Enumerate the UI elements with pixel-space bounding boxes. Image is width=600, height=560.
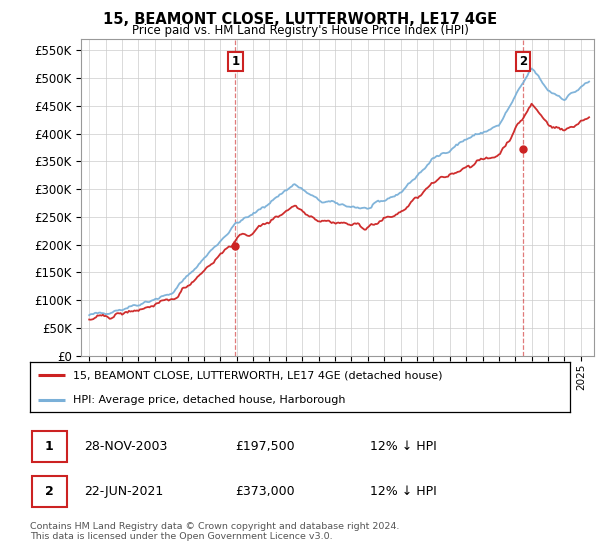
Text: £373,000: £373,000	[235, 485, 295, 498]
Text: This data is licensed under the Open Government Licence v3.0.: This data is licensed under the Open Gov…	[30, 532, 332, 541]
FancyBboxPatch shape	[32, 431, 67, 461]
Text: 12% ↓ HPI: 12% ↓ HPI	[370, 485, 437, 498]
Text: 22-JUN-2021: 22-JUN-2021	[84, 485, 163, 498]
Text: Price paid vs. HM Land Registry's House Price Index (HPI): Price paid vs. HM Land Registry's House …	[131, 24, 469, 37]
Text: Contains HM Land Registry data © Crown copyright and database right 2024.: Contains HM Land Registry data © Crown c…	[30, 522, 400, 531]
Text: 15, BEAMONT CLOSE, LUTTERWORTH, LE17 4GE (detached house): 15, BEAMONT CLOSE, LUTTERWORTH, LE17 4GE…	[73, 370, 443, 380]
Text: 2: 2	[45, 485, 53, 498]
Text: 15, BEAMONT CLOSE, LUTTERWORTH, LE17 4GE: 15, BEAMONT CLOSE, LUTTERWORTH, LE17 4GE	[103, 12, 497, 27]
Text: 1: 1	[45, 440, 53, 453]
Text: HPI: Average price, detached house, Harborough: HPI: Average price, detached house, Harb…	[73, 395, 346, 405]
Text: 12% ↓ HPI: 12% ↓ HPI	[370, 440, 437, 453]
Text: 2: 2	[519, 55, 527, 68]
Text: £197,500: £197,500	[235, 440, 295, 453]
Text: 28-NOV-2003: 28-NOV-2003	[84, 440, 167, 453]
FancyBboxPatch shape	[32, 477, 67, 507]
Text: 1: 1	[232, 55, 239, 68]
